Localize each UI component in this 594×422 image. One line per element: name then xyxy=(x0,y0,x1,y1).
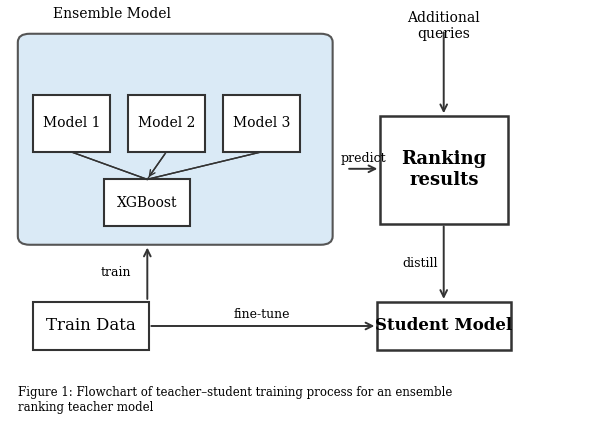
FancyBboxPatch shape xyxy=(380,116,508,224)
FancyBboxPatch shape xyxy=(104,179,190,226)
Text: Additional
queries: Additional queries xyxy=(407,11,480,41)
FancyBboxPatch shape xyxy=(33,302,148,350)
FancyBboxPatch shape xyxy=(377,302,511,350)
Text: Figure 1: Flowchart of teacher–student training process for an ensemble
ranking : Figure 1: Flowchart of teacher–student t… xyxy=(18,386,452,414)
FancyBboxPatch shape xyxy=(223,95,300,152)
Text: Ensemble Model: Ensemble Model xyxy=(53,7,172,21)
Text: Model 1: Model 1 xyxy=(43,116,100,130)
Text: Student Model: Student Model xyxy=(375,317,513,335)
Text: Ranking
results: Ranking results xyxy=(402,151,486,189)
Text: Model 3: Model 3 xyxy=(233,116,290,130)
Text: distill: distill xyxy=(403,257,438,270)
Text: train: train xyxy=(100,266,131,279)
Text: Train Data: Train Data xyxy=(46,317,135,335)
Text: Model 2: Model 2 xyxy=(138,116,195,130)
Text: predict: predict xyxy=(340,152,386,165)
FancyBboxPatch shape xyxy=(128,95,205,152)
Text: fine-tune: fine-tune xyxy=(233,308,290,321)
FancyBboxPatch shape xyxy=(33,95,110,152)
FancyBboxPatch shape xyxy=(18,34,333,245)
Text: XGBoost: XGBoost xyxy=(117,195,177,210)
